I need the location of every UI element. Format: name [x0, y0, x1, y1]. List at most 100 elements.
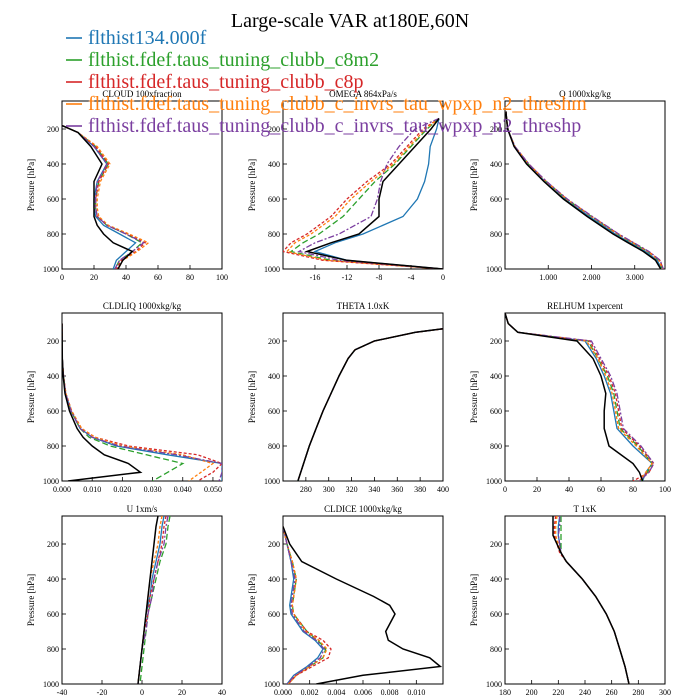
x-tick-label: 20 [533, 485, 541, 494]
x-tick-label: 0.010 [83, 485, 101, 494]
y-axis-label: Pressure [hPa] [469, 371, 479, 423]
series-lines [505, 313, 655, 481]
x-tick-label: 240 [579, 688, 591, 697]
series-line-2 [62, 323, 185, 481]
y-tick-label: 600 [268, 407, 280, 416]
series-line-5 [62, 323, 222, 481]
series-line-4 [297, 328, 443, 481]
series-line-2 [505, 313, 653, 481]
y-tick-label: 600 [268, 610, 280, 619]
panel-8: CLDICE 1000xkg/kg Pressure [hPa] 200 400 600… [247, 504, 444, 697]
x-tick-label: -12 [342, 273, 353, 282]
plot-frame [61, 100, 223, 270]
series-lines [283, 526, 443, 684]
series-line-1 [557, 516, 630, 684]
legend-entry-2: flthist.fdef.taus_tuning_clubb_c8m2 [66, 49, 379, 71]
series-lines [297, 328, 443, 481]
series-line-4 [62, 124, 150, 269]
y-tick-label: 800 [268, 645, 280, 654]
series-lines [62, 124, 150, 269]
series-line-5 [283, 526, 326, 684]
series-lines [283, 117, 443, 269]
x-tick-label: 180 [499, 688, 511, 697]
legend: flthist134.000fflthist.fdef.taus_tuning_… [66, 27, 587, 137]
y-tick-label: 200 [47, 337, 59, 346]
control-line [137, 516, 159, 684]
series-line-3 [505, 313, 655, 481]
x-tick-label: 300 [323, 485, 335, 494]
y-tick-label: 800 [47, 442, 59, 451]
x-tick-label: 0 [60, 273, 64, 282]
series-line-2 [560, 516, 630, 684]
control-line [62, 124, 134, 269]
legend-label: flthist.fdef.taus_tuning_clubb_c_invrs_t… [88, 93, 587, 115]
plot-frame [282, 515, 444, 685]
x-tick-label: 280 [300, 485, 312, 494]
x-tick-label: -4 [408, 273, 415, 282]
x-tick-label: 380 [414, 485, 426, 494]
series-line-2 [139, 516, 171, 684]
y-tick-label: 200 [490, 337, 502, 346]
series-line-4 [283, 526, 328, 684]
legend-entry-5: flthist.fdef.taus_tuning_clubb_c_invrs_t… [66, 115, 581, 137]
series-line-2 [505, 111, 664, 269]
y-tick-label: 600 [47, 610, 59, 619]
x-tick-label: 0.040 [174, 485, 192, 494]
series-line-1 [505, 313, 654, 481]
x-tick-label: 0.008 [381, 688, 399, 697]
plot-frame [504, 100, 666, 270]
series-lines [505, 111, 664, 269]
x-tick-label: 0.002 [301, 688, 319, 697]
legend-entry-1: flthist134.000f [66, 27, 207, 49]
plot-frame [282, 312, 444, 482]
x-tick-label: 200 [526, 688, 538, 697]
x-tick-label: 0.006 [354, 688, 372, 697]
x-tick-label: -8 [376, 273, 383, 282]
control-line [304, 118, 443, 269]
y-axis-label: Pressure [hPa] [247, 371, 257, 423]
y-tick-label: 1000 [486, 265, 502, 274]
series-line-3 [137, 516, 167, 684]
x-tick-label: 0.050 [204, 485, 222, 494]
y-tick-label: 400 [268, 575, 280, 584]
y-tick-label: 800 [490, 230, 502, 239]
control-line [505, 111, 662, 269]
x-tick-label: 0.020 [113, 485, 131, 494]
series-line-5 [505, 313, 655, 481]
x-tick-label: 80 [629, 485, 637, 494]
legend-label: flthist.fdef.taus_tuning_clubb_c_invrs_t… [88, 115, 581, 137]
figure-title: Large-scale VAR at180E,60N [231, 10, 469, 32]
series-line-3 [553, 516, 630, 684]
y-tick-label: 600 [490, 195, 502, 204]
panel-2: OMEGA 864xPa/s Pressure [hPa] 200 400 600 800… [247, 89, 445, 282]
x-tick-label: 40 [565, 485, 573, 494]
series-line-1 [297, 328, 443, 481]
x-tick-label: 3.000 [626, 273, 644, 282]
x-tick-label: 20 [178, 688, 186, 697]
x-tick-label: -16 [310, 273, 321, 282]
x-tick-label: 0 [441, 273, 445, 282]
x-tick-label: 340 [368, 485, 380, 494]
y-axis-label: Pressure [hPa] [469, 574, 479, 626]
series-line-4 [505, 313, 654, 481]
x-tick-label: 220 [552, 688, 564, 697]
y-axis-label: Pressure [hPa] [26, 574, 36, 626]
y-tick-label: 800 [47, 645, 59, 654]
panel-4: CLDLIQ 1000xkg/kg Pressure [hPa] 200 400 600… [26, 301, 223, 494]
plot-frame [504, 515, 666, 685]
control-line [552, 516, 630, 684]
x-tick-label: 60 [597, 485, 605, 494]
x-tick-label: 0.010 [407, 688, 425, 697]
y-tick-label: 800 [490, 645, 502, 654]
x-tick-label: -40 [57, 688, 68, 697]
y-tick-label: 1000 [43, 680, 59, 689]
x-tick-label: 100 [659, 485, 671, 494]
series-lines [137, 516, 171, 684]
series-line-5 [557, 516, 630, 684]
series-line-5 [62, 124, 145, 269]
y-tick-label: 400 [490, 575, 502, 584]
